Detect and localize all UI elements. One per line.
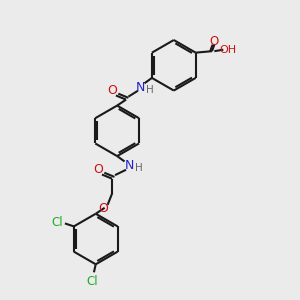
- Text: H: H: [135, 163, 143, 173]
- Text: Cl: Cl: [86, 275, 98, 288]
- Text: N: N: [136, 81, 145, 94]
- Text: O: O: [107, 84, 117, 97]
- Text: O: O: [93, 163, 103, 176]
- Text: N: N: [124, 159, 134, 172]
- Text: H: H: [146, 85, 153, 95]
- Text: O: O: [210, 35, 219, 48]
- Text: Cl: Cl: [51, 216, 63, 229]
- Text: O: O: [98, 202, 108, 215]
- Text: OH: OH: [220, 45, 237, 55]
